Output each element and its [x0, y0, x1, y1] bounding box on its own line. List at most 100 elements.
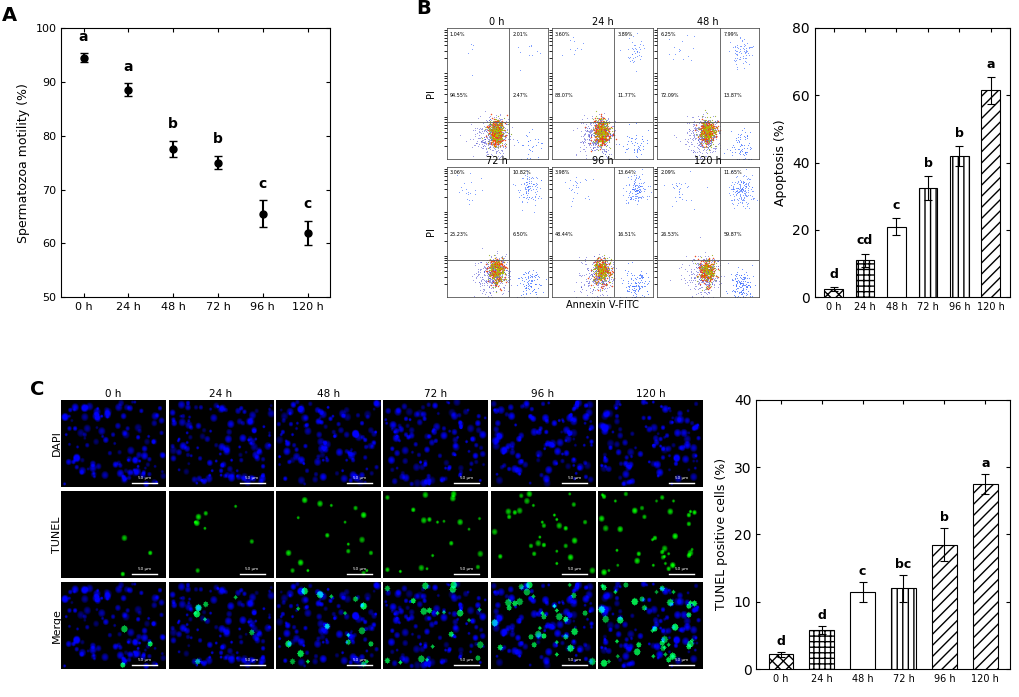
Point — [470, 125, 486, 137]
Point — [692, 279, 708, 291]
Point — [692, 146, 708, 158]
Point — [591, 268, 607, 279]
Point — [588, 131, 604, 142]
Point — [623, 173, 639, 184]
Point — [488, 125, 504, 136]
Point — [696, 121, 712, 132]
Point — [593, 122, 609, 133]
Point — [491, 136, 507, 147]
Point — [488, 266, 504, 277]
Point — [591, 266, 607, 277]
Point — [700, 136, 716, 147]
Point — [482, 267, 498, 278]
Point — [631, 182, 647, 193]
Point — [517, 188, 533, 199]
Point — [581, 133, 597, 144]
Point — [626, 188, 642, 199]
Point — [583, 144, 599, 155]
Point — [520, 185, 536, 196]
Point — [698, 255, 714, 266]
Point — [496, 141, 513, 152]
Point — [735, 43, 751, 54]
Point — [588, 265, 604, 276]
Point — [702, 130, 718, 141]
Text: b: b — [213, 132, 223, 146]
Point — [596, 121, 612, 132]
Point — [698, 125, 714, 137]
Point — [589, 274, 605, 285]
Point — [592, 259, 608, 270]
Point — [489, 264, 505, 275]
Point — [599, 128, 615, 139]
Point — [488, 118, 504, 129]
Point — [589, 127, 605, 138]
Point — [589, 252, 605, 263]
Point — [588, 128, 604, 139]
Point — [485, 126, 501, 137]
Point — [593, 109, 609, 121]
Point — [590, 116, 606, 128]
Point — [593, 266, 609, 277]
Point — [497, 123, 514, 134]
Point — [483, 130, 499, 141]
Point — [488, 128, 504, 139]
Point — [522, 145, 538, 156]
Point — [693, 132, 709, 143]
Point — [697, 260, 713, 271]
Point — [525, 264, 541, 275]
Point — [739, 184, 755, 195]
Point — [590, 114, 606, 125]
Point — [696, 126, 712, 137]
Point — [487, 117, 503, 128]
Point — [737, 188, 753, 199]
Point — [733, 47, 749, 59]
Point — [496, 261, 513, 273]
Point — [698, 264, 714, 275]
Point — [626, 169, 642, 181]
Point — [487, 277, 503, 288]
Point — [497, 138, 514, 149]
Point — [622, 286, 638, 297]
Point — [696, 123, 712, 135]
Point — [491, 113, 507, 124]
Point — [600, 125, 616, 137]
Point — [490, 131, 506, 142]
Point — [595, 115, 611, 126]
Point — [691, 128, 707, 139]
Point — [622, 52, 638, 63]
Point — [486, 136, 502, 147]
Point — [701, 259, 717, 270]
Point — [489, 122, 505, 133]
Point — [588, 259, 604, 270]
Point — [490, 127, 506, 138]
Point — [487, 130, 503, 141]
Point — [458, 187, 474, 199]
Point — [486, 261, 502, 272]
Point — [601, 268, 618, 279]
Point — [593, 262, 609, 273]
Point — [484, 262, 500, 273]
Point — [592, 268, 608, 279]
Point — [473, 243, 489, 254]
Point — [585, 256, 601, 268]
Point — [517, 287, 533, 298]
Point — [493, 275, 510, 286]
Point — [491, 263, 507, 274]
Point — [696, 121, 712, 132]
Point — [596, 123, 612, 135]
Point — [701, 274, 717, 285]
Point — [488, 268, 504, 279]
Point — [736, 292, 752, 303]
Point — [697, 141, 713, 152]
Point — [695, 267, 711, 278]
Point — [517, 289, 533, 300]
Point — [494, 128, 511, 139]
Point — [587, 278, 603, 289]
Point — [720, 189, 737, 200]
Point — [587, 266, 603, 277]
Point — [696, 259, 712, 270]
Point — [589, 268, 605, 279]
Point — [493, 135, 510, 146]
Point — [586, 128, 602, 139]
Point — [488, 135, 504, 146]
